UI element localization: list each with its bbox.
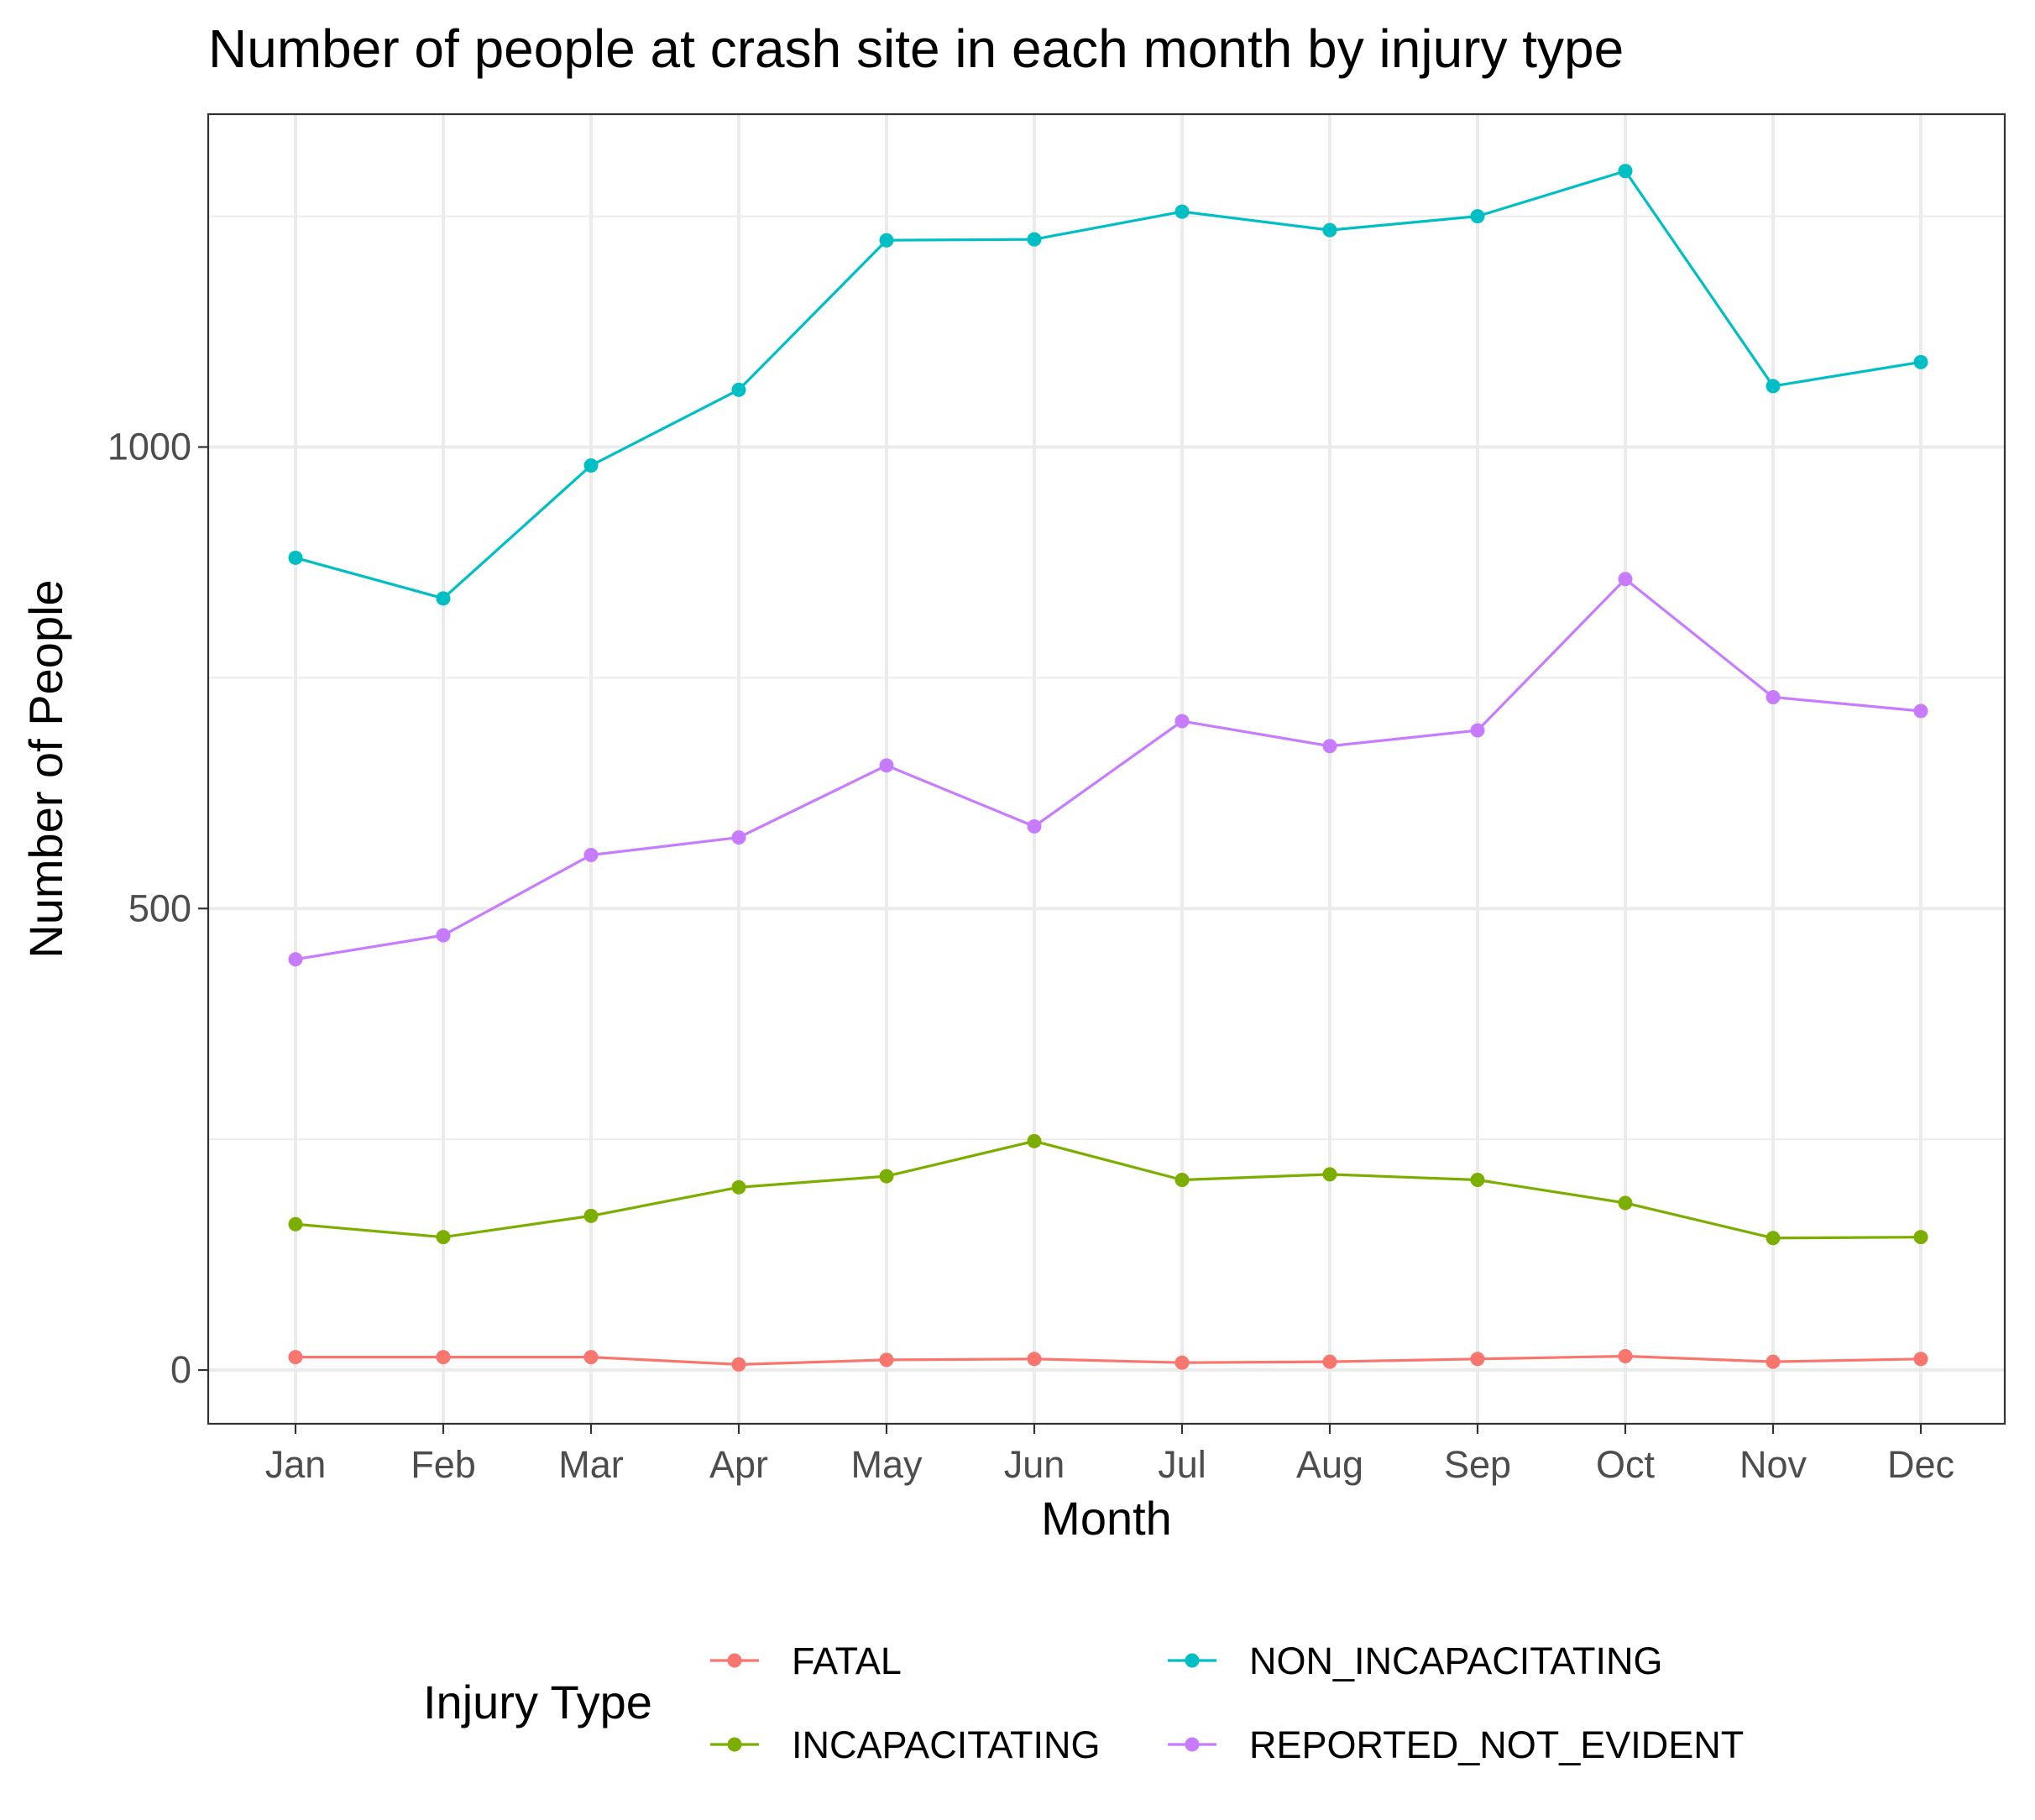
y-tick-label: 0 <box>170 1348 191 1391</box>
legend-key-point <box>727 1737 742 1752</box>
legend-label: REPORTED_NOT_EVIDENT <box>1249 1723 1744 1766</box>
y-axis: 0 500 1000 <box>107 426 208 1391</box>
data-point-incapacitating <box>1766 1231 1781 1246</box>
series-line-fatal <box>296 1354 1922 1367</box>
data-point-fatal <box>1322 1354 1337 1369</box>
chart-title: Number of people at crash site in each m… <box>208 18 1624 79</box>
x-tick-label: Jul <box>1158 1443 1206 1486</box>
data-point-reported-not-evident <box>1027 818 1042 834</box>
series-line-non-incapacitating <box>295 170 1922 600</box>
data-point-incapacitating <box>583 1208 599 1223</box>
data-point-fatal <box>583 1350 599 1365</box>
data-point-non-incapacitating <box>1322 222 1337 238</box>
x-axis: Jan Feb Mar Apr May Jun Jul Aug Sep Oct Nov Dec <box>265 1424 1954 1486</box>
data-point-reported-not-evident <box>1174 714 1190 729</box>
data-point-incapacitating <box>288 1216 303 1232</box>
x-tick-label: Nov <box>1739 1443 1807 1486</box>
data-point-reported-not-evident <box>879 758 894 773</box>
legend-item-fatal: FATAL <box>710 1640 902 1682</box>
x-tick-label: Sep <box>1444 1443 1511 1486</box>
data-point-non-incapacitating <box>1027 232 1042 247</box>
data-point-fatal <box>1618 1349 1633 1364</box>
y-tick-label: 500 <box>128 886 191 929</box>
data-point-non-incapacitating <box>583 458 599 473</box>
data-point-reported-not-evident <box>731 830 746 845</box>
data-point-incapacitating <box>1322 1167 1337 1182</box>
data-point-non-incapacitating <box>1470 209 1485 224</box>
data-point-incapacitating <box>1618 1195 1633 1211</box>
x-tick-label: Apr <box>709 1443 768 1486</box>
data-point-fatal <box>731 1357 746 1372</box>
x-tick-label: Aug <box>1296 1443 1363 1486</box>
grid-minor <box>208 215 2005 1141</box>
series-line-incapacitating <box>295 1139 1922 1240</box>
data-point-incapacitating <box>436 1230 451 1245</box>
plot-border <box>207 112 2006 1425</box>
y-tick-label: 1000 <box>107 426 191 468</box>
data-point-fatal <box>1470 1352 1485 1367</box>
data-point-non-incapacitating <box>288 550 303 565</box>
data-point-incapacitating <box>1027 1133 1042 1148</box>
legend: Injury Type FATAL INCAPACITATING NON_INCAP… <box>423 1640 1744 1766</box>
data-point-fatal <box>1174 1355 1190 1370</box>
x-tick-label: Jan <box>265 1443 327 1486</box>
data-point-non-incapacitating <box>879 233 894 248</box>
plot-panel <box>208 114 2005 1424</box>
data-point-non-incapacitating <box>1618 164 1633 179</box>
data-point-non-incapacitating <box>436 591 451 606</box>
data-point-fatal <box>1766 1354 1781 1369</box>
legend-item-reported-not-evident: REPORTED_NOT_EVIDENT <box>1168 1723 1744 1766</box>
legend-label: FATAL <box>792 1640 902 1682</box>
x-tick-label: Feb <box>411 1443 476 1486</box>
data-point-reported-not-evident <box>288 952 303 967</box>
data-point-fatal <box>879 1352 894 1368</box>
legend-key-point <box>1185 1653 1200 1668</box>
y-axis-title: Number of People <box>19 579 72 958</box>
series-points <box>288 164 1928 1372</box>
data-point-non-incapacitating <box>1913 354 1928 369</box>
legend-title: Injury Type <box>423 1676 652 1728</box>
data-point-incapacitating <box>879 1169 894 1184</box>
legend-item-non-incapacitating: NON_INCAPACITATING <box>1168 1640 1663 1682</box>
legend-item-incapacitating: INCAPACITATING <box>710 1723 1101 1766</box>
data-point-reported-not-evident <box>583 847 599 862</box>
data-point-reported-not-evident <box>1322 739 1337 754</box>
legend-items: FATAL INCAPACITATING NON_INCAPACITATING REP… <box>710 1640 1744 1766</box>
x-tick-label: Oct <box>1596 1443 1656 1486</box>
data-point-non-incapacitating <box>731 382 746 397</box>
data-point-fatal <box>1027 1352 1042 1367</box>
data-point-reported-not-evident <box>1766 689 1781 704</box>
data-point-incapacitating <box>1174 1173 1190 1188</box>
legend-label: NON_INCAPACITATING <box>1249 1640 1663 1682</box>
data-point-non-incapacitating <box>1766 379 1781 394</box>
data-point-fatal <box>1913 1352 1928 1367</box>
legend-label: INCAPACITATING <box>792 1723 1101 1766</box>
data-point-reported-not-evident <box>436 928 451 943</box>
series-line-reported-not-evident <box>295 578 1922 961</box>
data-point-non-incapacitating <box>1174 204 1190 219</box>
x-tick-label: May <box>850 1443 923 1486</box>
x-tick-label: Dec <box>1887 1443 1954 1486</box>
data-point-fatal <box>288 1350 303 1365</box>
series-lines <box>295 170 1922 1367</box>
x-axis-title: Month <box>1041 1492 1172 1545</box>
legend-key-point <box>727 1653 742 1668</box>
data-point-fatal <box>436 1350 451 1365</box>
legend-key-point <box>1185 1737 1200 1752</box>
data-point-reported-not-evident <box>1618 572 1633 587</box>
x-tick-label: Mar <box>558 1443 624 1486</box>
data-point-incapacitating <box>731 1179 746 1195</box>
data-point-incapacitating <box>1470 1173 1485 1188</box>
data-point-reported-not-evident <box>1913 703 1928 719</box>
x-tick-label: Jun <box>1004 1443 1065 1486</box>
data-point-reported-not-evident <box>1470 723 1485 738</box>
data-point-incapacitating <box>1913 1230 1928 1245</box>
